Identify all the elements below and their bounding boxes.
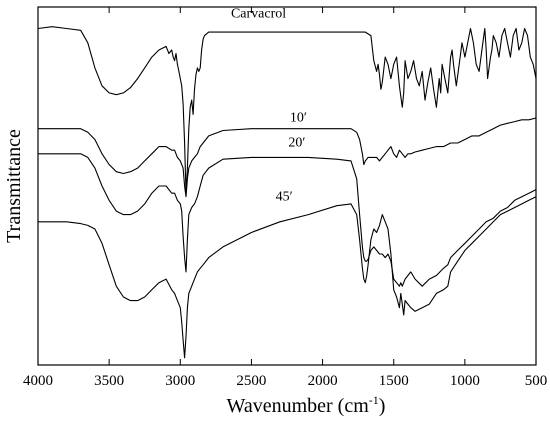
x-axis-title-sup: -1 — [369, 393, 379, 407]
x-axis-title-close: ) — [379, 395, 386, 417]
series-label-3: 45′ — [276, 189, 293, 204]
series-line-3 — [38, 196, 537, 359]
x-tick-label-1500: 1500 — [379, 373, 409, 389]
series-group — [37, 26, 537, 359]
x-tick-label-3500: 3500 — [94, 373, 124, 389]
y-axis-title: Transmittance — [3, 129, 25, 243]
series-line-2 — [38, 153, 537, 287]
plot-frame — [37, 6, 537, 366]
x-tick-label-2500: 2500 — [236, 373, 266, 389]
series-line-0 — [37, 26, 537, 194]
series-label-2: 20′ — [288, 136, 305, 151]
x-tick-label-3000: 3000 — [165, 373, 195, 389]
x-tick-label-500: 500 — [525, 373, 548, 389]
x-tick-label-2000: 2000 — [308, 373, 338, 389]
series-label-0: Carvacrol — [231, 7, 286, 22]
series-line-1 — [38, 117, 537, 198]
x-tick-label-4000: 4000 — [23, 373, 53, 389]
x-axis-title: Wavenumber (cm-1) — [227, 393, 386, 417]
series-labels: Carvacrol 10′ 20′ 45′ — [231, 7, 307, 205]
x-axis-ticks: 4000 3500 3000 2500 2000 1500 1000 500 — [23, 7, 547, 389]
x-tick-label-1000: 1000 — [450, 373, 480, 389]
x-axis-title-main: Wavenumber (cm — [227, 395, 370, 417]
series-label-1: 10′ — [290, 111, 307, 126]
